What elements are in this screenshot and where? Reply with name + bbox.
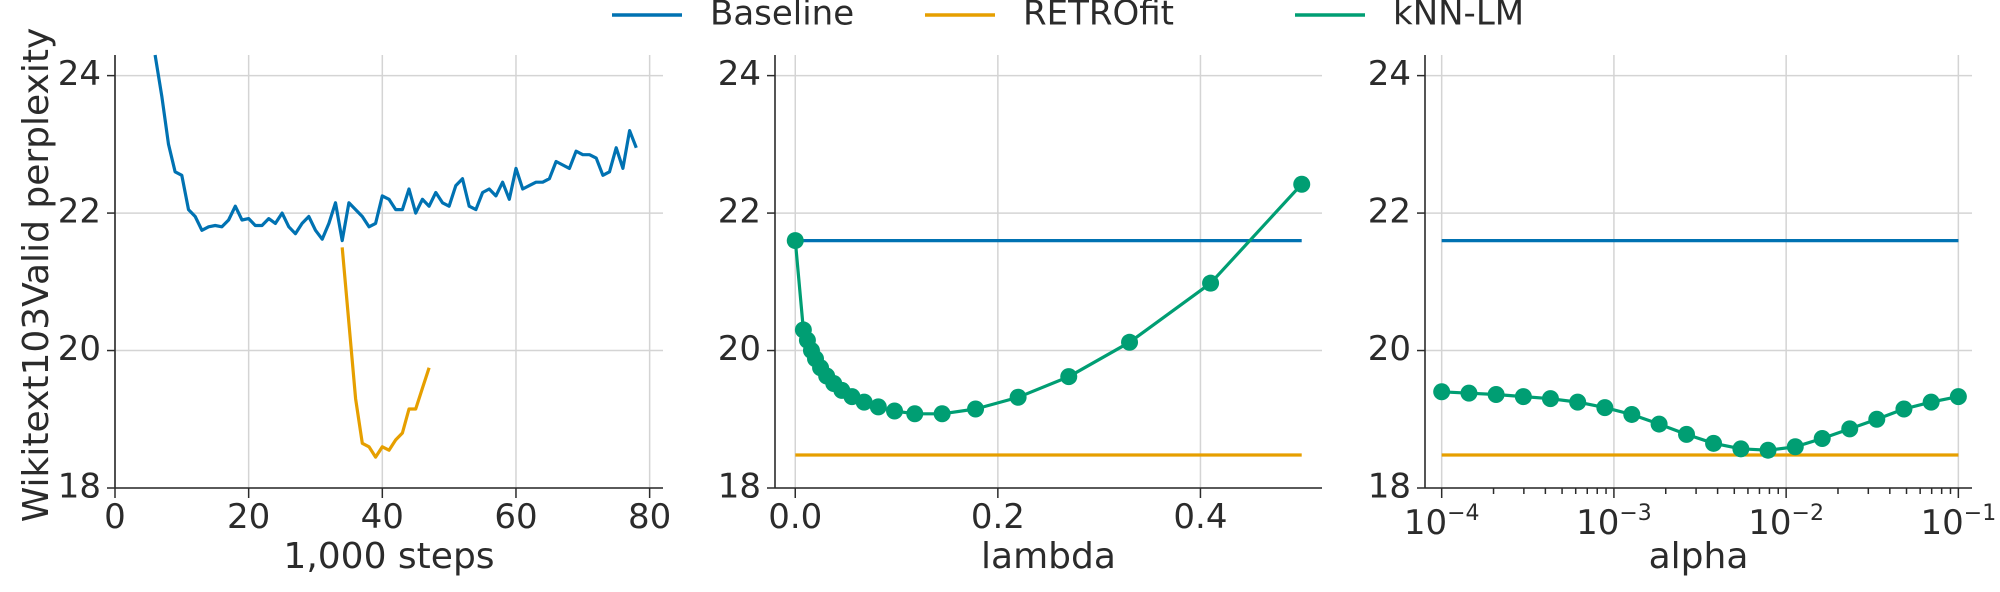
data-point: [855, 393, 873, 411]
x-tick-label: 0.0: [768, 497, 822, 537]
x-tick-label: 40: [361, 497, 404, 537]
y-tick-label: 22: [1368, 192, 1411, 232]
data-point: [1009, 388, 1027, 406]
data-point: [1569, 393, 1587, 411]
x-tick-label: 10−3: [1576, 501, 1652, 543]
series-line: [793, 183, 1303, 416]
x-tick-label: 80: [628, 497, 671, 537]
data-point: [1841, 420, 1859, 438]
y-tick-label: 18: [58, 467, 101, 507]
data-point: [1786, 438, 1804, 456]
series-knn-lm: [786, 175, 1311, 423]
data-point: [1732, 440, 1750, 458]
data-point: [1813, 430, 1831, 448]
legend-label: kNN-LM: [1393, 0, 1524, 34]
x-tick-label: 20: [227, 497, 270, 537]
y-tick-label: 18: [718, 467, 761, 507]
data-point: [1922, 393, 1940, 411]
series-retrofit: [340, 247, 431, 459]
series-knn-lm: [1433, 383, 1967, 459]
x-axis-label: alpha: [1649, 536, 1749, 577]
x-tick-label-exponent: −2: [1792, 501, 1824, 526]
x-tick-label: 10−1: [1921, 501, 1997, 543]
series-baseline: [153, 54, 638, 243]
data-point: [1678, 425, 1696, 443]
y-tick-label: 22: [718, 192, 761, 232]
data-point: [1202, 274, 1220, 292]
y-axis-label: Wikitext103Valid perplexity: [16, 28, 57, 523]
data-point: [1949, 388, 1967, 406]
legend-item-retrofit: RETROfit: [925, 0, 1174, 34]
data-point: [1460, 384, 1478, 402]
x-tick-label-exponent: −4: [1447, 501, 1479, 526]
data-point: [1623, 405, 1641, 423]
x-tick-label: 60: [494, 497, 537, 537]
x-tick-label: 10−2: [1748, 501, 1824, 543]
y-tick-label: 18: [1368, 467, 1411, 507]
x-tick-label-base: 10: [1921, 503, 1964, 543]
x-tick-label: 0.2: [971, 497, 1025, 537]
x-tick-label-base: 10: [1404, 503, 1447, 543]
x-tick-label-exponent: −1: [1964, 501, 1996, 526]
data-point: [786, 232, 804, 250]
data-point: [1060, 368, 1078, 386]
y-tick-label: 20: [58, 329, 101, 369]
legend: Baseline RETROfit kNN-LM: [612, 0, 1524, 34]
data-point: [869, 398, 887, 416]
series-line: [340, 247, 431, 459]
data-point: [967, 400, 985, 418]
series-line: [153, 54, 638, 243]
legend-label: Baseline: [710, 0, 854, 34]
x-tick-label-exponent: −3: [1619, 501, 1651, 526]
legend-item-baseline: Baseline: [612, 0, 854, 34]
data-point: [1895, 400, 1913, 418]
x-tick-label: 0: [104, 497, 126, 537]
data-point: [1433, 383, 1451, 401]
x-tick-label-base: 10: [1576, 503, 1619, 543]
data-point: [1705, 434, 1723, 452]
data-point: [1541, 390, 1559, 408]
y-tick-label: 22: [58, 192, 101, 232]
data-point: [933, 405, 951, 423]
data-point: [1121, 333, 1139, 351]
x-tick-label: 10−4: [1404, 501, 1480, 543]
data-point: [906, 405, 924, 423]
data-point: [1514, 388, 1532, 406]
x-tick-label-base: 10: [1748, 503, 1791, 543]
y-tick-label: 20: [1368, 329, 1411, 369]
y-tick-label: 20: [718, 329, 761, 369]
data-point: [1759, 441, 1777, 459]
data-point: [1868, 410, 1886, 428]
data-point: [1293, 175, 1311, 193]
y-tick-label: 24: [58, 54, 101, 94]
data-point: [1487, 386, 1505, 404]
y-tick-label: 24: [718, 54, 761, 94]
data-point: [1596, 399, 1614, 417]
x-axis-label: 1,000 steps: [283, 536, 494, 577]
x-axis-label: lambda: [981, 536, 1116, 577]
y-tick-label: 24: [1368, 54, 1411, 94]
legend-item-knn-lm: kNN-LM: [1295, 0, 1524, 34]
panel-lambda: 18 20 22 24 0.0 0.2 0.4 lambda: [718, 54, 1322, 577]
data-point: [886, 402, 904, 420]
panel-steps: 18 20 22 24 0 20 40 60 80 1,000 steps: [58, 54, 672, 577]
legend-label: RETROfit: [1023, 0, 1174, 34]
x-tick-label: 0.4: [1173, 497, 1227, 537]
data-point: [1650, 415, 1668, 433]
